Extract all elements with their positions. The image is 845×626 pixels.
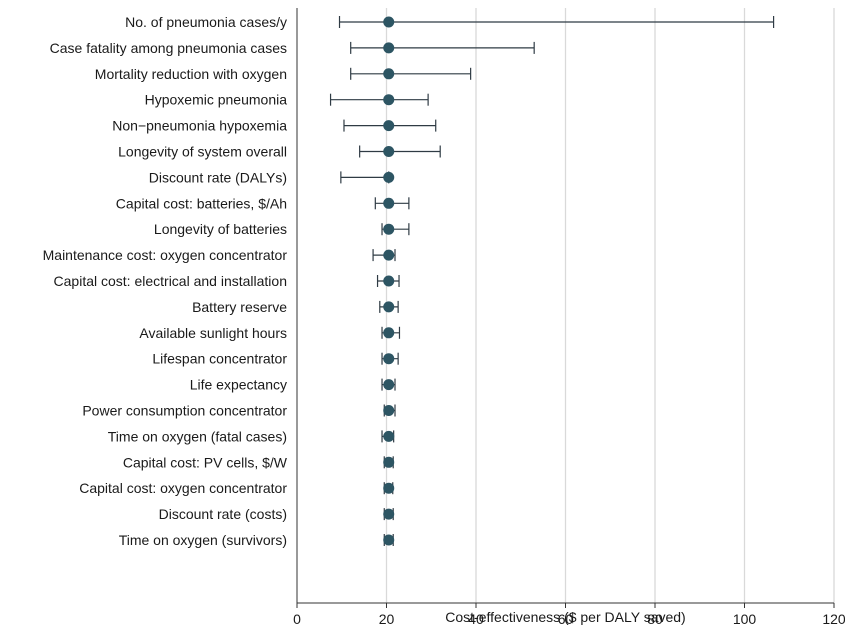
error-bar — [338, 16, 775, 28]
data-point — [383, 301, 395, 313]
data-point — [383, 405, 395, 416]
category-label: Power consumption concentrator — [82, 403, 287, 419]
data-point — [383, 534, 395, 546]
category-label: Capital cost: oxygen concentrator — [79, 480, 287, 496]
category-label: No. of pneumonia cases/y — [125, 14, 287, 30]
category-label: Hypoxemic pneumonia — [145, 92, 288, 108]
category-label: Case fatality among pneumonia cases — [50, 40, 287, 56]
x-tick-label: 20 — [379, 611, 395, 626]
category-label: Longevity of batteries — [154, 221, 287, 237]
data-point — [383, 171, 395, 183]
data-point — [383, 94, 395, 106]
grid-lines — [385, 8, 835, 603]
category-label: Capital cost: batteries, $/Ah — [116, 195, 287, 211]
data-point — [383, 508, 395, 520]
data-point — [383, 120, 395, 132]
error-bar — [359, 145, 441, 158]
category-labels: No. of pneumonia cases/y Case fatality am… — [43, 14, 288, 548]
category-label: Lifespan concentrator — [152, 351, 287, 367]
data-point — [383, 42, 395, 54]
x-axis-ticks: 0 20 40 60 80 100 120 — [293, 603, 845, 626]
category-label: Life expectancy — [190, 377, 287, 393]
data-point — [383, 16, 395, 28]
data-point — [383, 353, 395, 365]
category-label: Battery reserve — [192, 299, 287, 315]
x-tick-label: 0 — [293, 611, 301, 626]
points — [383, 16, 395, 546]
category-label: Mortality reduction with oxygen — [95, 66, 287, 82]
data-point — [383, 327, 395, 339]
error-bar — [340, 171, 390, 184]
data-point — [383, 275, 395, 287]
category-label: Longevity of system overall — [118, 144, 287, 160]
data-point — [383, 379, 395, 391]
data-point — [383, 223, 395, 235]
category-label: Discount rate (DALYs) — [149, 169, 287, 185]
x-tick-label: 120 — [822, 611, 845, 626]
error-bar — [329, 93, 429, 106]
category-label: Time on oxygen (fatal cases) — [108, 428, 287, 444]
x-axis-title: Cost-effectiveness ($ per DALY saved) — [445, 609, 685, 625]
error-bar — [350, 41, 535, 54]
x-tick-label: 60 — [558, 611, 574, 626]
data-point — [383, 482, 395, 494]
data-point — [383, 249, 395, 261]
data-point — [383, 68, 395, 80]
category-label: Discount rate (costs) — [159, 506, 287, 522]
x-tick-label: 100 — [733, 611, 757, 626]
x-tick-label: 80 — [647, 611, 663, 626]
category-label: Non−pneumonia hypoxemia — [112, 118, 287, 134]
data-point — [383, 146, 395, 157]
category-label: Capital cost: PV cells, $/W — [123, 454, 288, 470]
category-label: Maintenance cost: oxygen concentrator — [43, 247, 288, 263]
category-label: Capital cost: electrical and installatio… — [54, 273, 287, 289]
data-point — [383, 456, 395, 468]
data-point — [383, 197, 395, 209]
category-label: Available sunlight hours — [139, 325, 287, 341]
error-bar — [350, 67, 472, 80]
x-tick-label: 40 — [468, 611, 484, 626]
data-point — [383, 430, 395, 442]
error-bars — [329, 16, 775, 546]
category-label: Time on oxygen (survivors) — [119, 532, 287, 548]
